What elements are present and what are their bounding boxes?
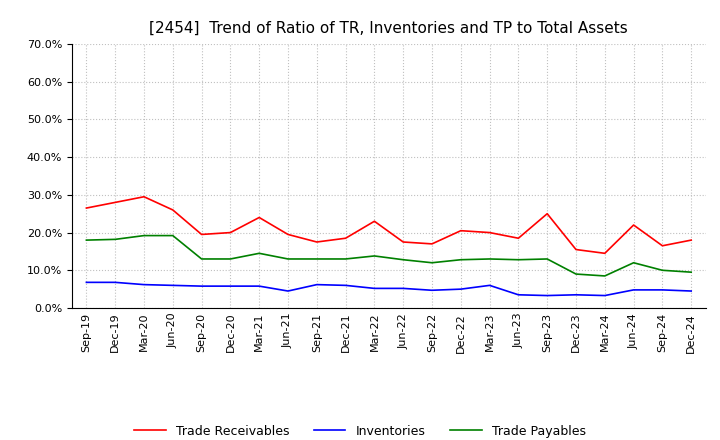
Inventories	[629, 287, 638, 293]
Trade Receivables	[687, 238, 696, 243]
Trade Receivables	[226, 230, 235, 235]
Inventories	[226, 283, 235, 289]
Inventories	[255, 283, 264, 289]
Inventories	[514, 292, 523, 297]
Line: Inventories: Inventories	[86, 282, 691, 296]
Trade Payables	[111, 237, 120, 242]
Trade Receivables	[572, 247, 580, 252]
Inventories	[168, 283, 177, 288]
Trade Receivables	[370, 219, 379, 224]
Trade Receivables	[111, 200, 120, 205]
Trade Payables	[658, 268, 667, 273]
Inventories	[82, 280, 91, 285]
Trade Receivables	[399, 239, 408, 245]
Trade Payables	[687, 270, 696, 275]
Inventories	[687, 288, 696, 293]
Inventories	[370, 286, 379, 291]
Trade Receivables	[312, 239, 321, 245]
Inventories	[428, 288, 436, 293]
Trade Payables	[370, 253, 379, 259]
Trade Receivables	[255, 215, 264, 220]
Trade Receivables	[140, 194, 148, 199]
Trade Payables	[255, 251, 264, 256]
Inventories	[111, 280, 120, 285]
Inventories	[284, 288, 292, 293]
Inventories	[456, 286, 465, 292]
Inventories	[543, 293, 552, 298]
Trade Receivables	[543, 211, 552, 216]
Trade Payables	[140, 233, 148, 238]
Trade Receivables	[658, 243, 667, 249]
Inventories	[485, 283, 494, 288]
Inventories	[140, 282, 148, 287]
Trade Receivables	[428, 241, 436, 246]
Trade Payables	[629, 260, 638, 265]
Trade Receivables	[284, 232, 292, 237]
Trade Receivables	[514, 235, 523, 241]
Inventories	[312, 282, 321, 287]
Trade Payables	[399, 257, 408, 262]
Trade Receivables	[485, 230, 494, 235]
Inventories	[341, 283, 350, 288]
Trade Payables	[341, 257, 350, 262]
Trade Payables	[226, 257, 235, 262]
Trade Receivables	[197, 232, 206, 237]
Trade Payables	[312, 257, 321, 262]
Trade Payables	[600, 273, 609, 279]
Trade Receivables	[456, 228, 465, 233]
Trade Payables	[168, 233, 177, 238]
Trade Payables	[543, 257, 552, 262]
Trade Receivables	[341, 235, 350, 241]
Trade Receivables	[629, 222, 638, 227]
Trade Payables	[197, 257, 206, 262]
Trade Payables	[82, 238, 91, 243]
Title: [2454]  Trend of Ratio of TR, Inventories and TP to Total Assets: [2454] Trend of Ratio of TR, Inventories…	[150, 21, 628, 36]
Trade Payables	[485, 257, 494, 262]
Line: Trade Payables: Trade Payables	[86, 235, 691, 276]
Trade Payables	[428, 260, 436, 265]
Legend: Trade Receivables, Inventories, Trade Payables: Trade Receivables, Inventories, Trade Pa…	[130, 420, 590, 440]
Inventories	[572, 292, 580, 297]
Inventories	[600, 293, 609, 298]
Trade Receivables	[600, 251, 609, 256]
Inventories	[399, 286, 408, 291]
Inventories	[658, 287, 667, 293]
Trade Payables	[456, 257, 465, 262]
Trade Payables	[284, 257, 292, 262]
Trade Receivables	[168, 207, 177, 213]
Trade Receivables	[82, 205, 91, 211]
Inventories	[197, 283, 206, 289]
Trade Payables	[514, 257, 523, 262]
Trade Payables	[572, 271, 580, 277]
Line: Trade Receivables: Trade Receivables	[86, 197, 691, 253]
